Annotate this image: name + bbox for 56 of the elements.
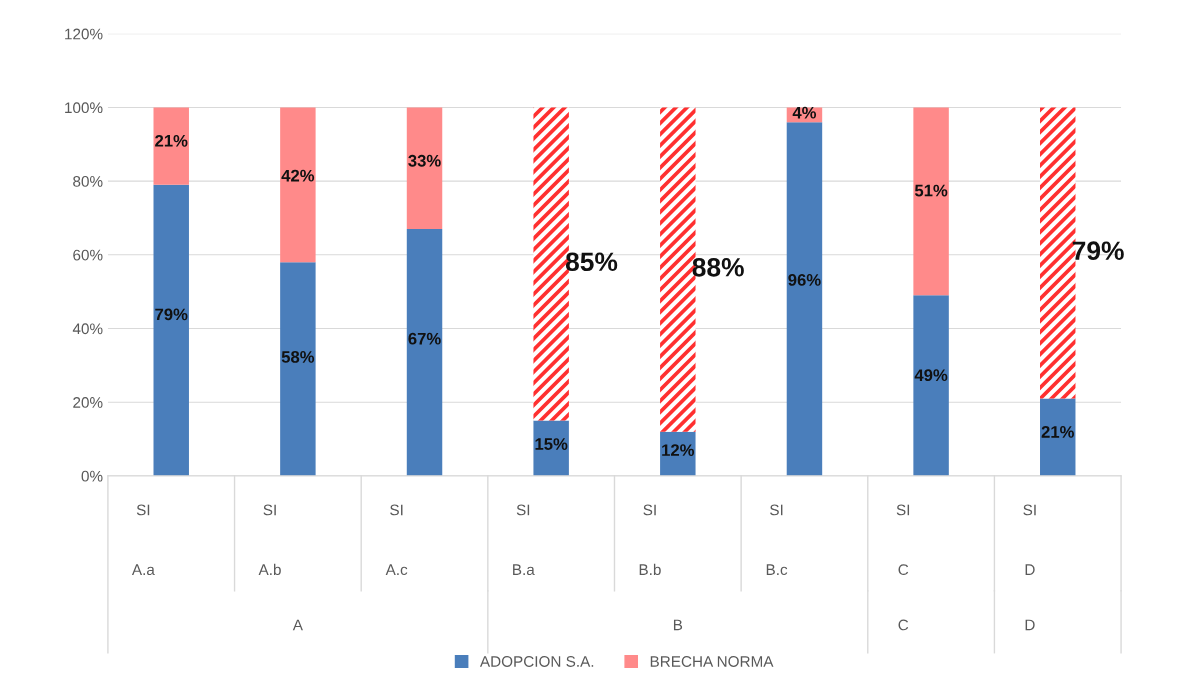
y-tick-label: 20%	[73, 397, 103, 408]
bar	[280, 107, 316, 263]
data-label: 49%	[914, 369, 948, 382]
legend-label: BRECHA NORMA	[650, 656, 774, 667]
bar	[913, 107, 949, 296]
data-label: 79%	[1072, 241, 1124, 261]
x-tick-label: D	[1025, 564, 1035, 575]
data-label: 15%	[535, 438, 568, 450]
data-label: 42%	[281, 169, 315, 182]
text: SI	[896, 504, 910, 516]
bar	[153, 184, 189, 476]
data-label: 33%	[408, 154, 441, 167]
bar	[533, 420, 569, 476]
text: SI	[516, 504, 530, 516]
text: SI	[643, 504, 656, 516]
data-label: 58%	[281, 351, 315, 363]
x-tick-label: C	[898, 564, 909, 576]
x-tick-label: A.b	[258, 563, 281, 576]
data-label: 21%	[1041, 425, 1074, 438]
bar	[406, 229, 443, 476]
data-label: 79%	[155, 308, 188, 321]
data-label: 67%	[408, 332, 441, 345]
text: SI	[136, 504, 150, 516]
text: SI	[1023, 504, 1036, 516]
x-tick-label: A.a	[131, 564, 155, 576]
text: B	[673, 619, 683, 631]
data-label: 96%	[788, 274, 821, 286]
text: SI	[390, 504, 403, 516]
x-tick-label: B.a	[513, 564, 535, 576]
data-label: 21%	[155, 134, 188, 147]
data-label: 4%	[792, 106, 817, 119]
data-label: 88%	[692, 257, 744, 277]
y-tick-label: 0%	[81, 470, 103, 482]
text: SI	[263, 504, 276, 516]
bar	[913, 295, 949, 476]
y-tick-label: 60%	[73, 249, 103, 261]
y-tick-label: 100%	[65, 102, 103, 114]
y-tick-label: 80%	[73, 175, 103, 187]
x-tick-label: B.c	[766, 564, 788, 576]
text: SI	[770, 504, 783, 516]
bar	[153, 107, 189, 185]
y-tick-label: 120%	[65, 28, 103, 40]
text: A	[292, 619, 303, 631]
x-tick-label: A.c	[385, 564, 408, 576]
y-tick-label: 40%	[72, 323, 103, 335]
bar	[1040, 398, 1076, 476]
data-label: 51%	[914, 184, 948, 197]
bar	[786, 122, 823, 476]
data-label: 85%	[565, 252, 618, 272]
text: D	[1025, 619, 1035, 631]
x-tick-label: B.b	[639, 563, 661, 576]
legend-label: ADOPCION S.A.	[479, 656, 594, 667]
bar	[406, 107, 443, 230]
text: C	[898, 619, 909, 631]
bar	[280, 262, 316, 476]
data-label: 12%	[662, 444, 695, 456]
